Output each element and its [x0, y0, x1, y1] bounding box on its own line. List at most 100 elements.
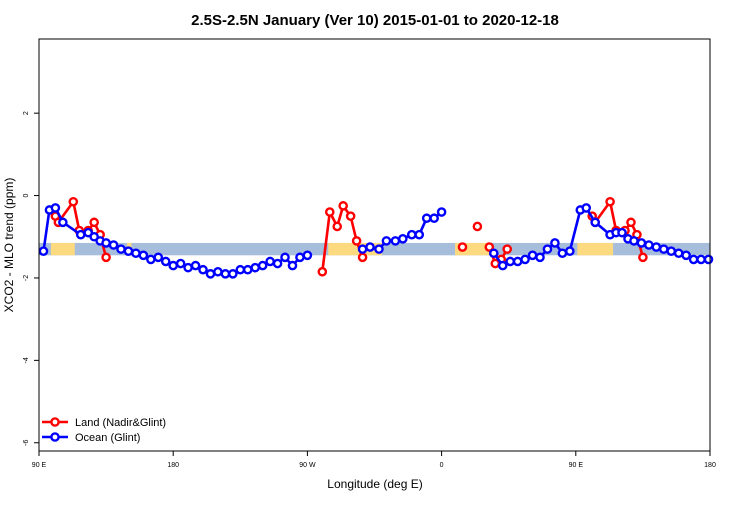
series-0-point-10 — [324, 207, 335, 217]
series-1-point-42 — [398, 234, 408, 244]
x-tick-label-1: 180 — [167, 462, 179, 469]
series-0-point-17 — [457, 242, 468, 252]
series-0 — [50, 196, 648, 277]
series-1-point-52 — [512, 256, 523, 267]
series-1-point-55 — [535, 252, 545, 263]
series-1-point-20 — [190, 260, 201, 271]
series-0-point-2 — [68, 196, 79, 207]
series-1-point-39 — [374, 244, 384, 254]
series-1-point-56 — [542, 244, 553, 254]
series-1-point-68 — [636, 238, 647, 248]
series-1-point-49 — [488, 248, 499, 259]
series-1-point-21 — [198, 264, 208, 275]
series-0-point-5 — [89, 217, 99, 228]
y-tick-label-3: -4 — [23, 357, 30, 363]
series-1-point-74 — [681, 250, 691, 261]
series-0-point-24 — [502, 244, 513, 254]
plot-frame — [38, 38, 711, 452]
x-tick-label-2: 90 W — [299, 462, 316, 469]
series-0-point-19 — [472, 221, 483, 232]
series-0-point-28 — [605, 196, 615, 207]
series-1-point-3 — [58, 217, 68, 228]
x-axis: 90 E 180 90 W 0 90 E 180 — [32, 451, 716, 469]
y-axis: 2 0 -2 -4 -6 — [23, 111, 39, 446]
series-1-point-67 — [629, 236, 639, 246]
series-1-point-43 — [406, 229, 417, 240]
series-1-point-12 — [131, 248, 141, 259]
series-1-point-50 — [497, 260, 508, 271]
series-1-point-70 — [651, 242, 662, 252]
series-0-point-13 — [345, 211, 356, 221]
series-1-point-75 — [688, 254, 699, 265]
series-1-point-9 — [108, 240, 119, 250]
series-1-point-16 — [160, 256, 171, 267]
series-1-point-23 — [213, 266, 223, 277]
series-1-point-26 — [235, 264, 246, 275]
series-0-point-14 — [351, 236, 362, 246]
series-1-point-40 — [381, 236, 392, 246]
series-1-point-29 — [257, 260, 268, 271]
series-1-point-8 — [101, 238, 111, 248]
legend-label-1: Ocean (Glint) — [75, 432, 140, 444]
legend-marker-0 — [50, 417, 60, 427]
series-0-point-7 — [101, 252, 111, 263]
series-1-point-22 — [205, 269, 216, 279]
series-1-point-41 — [390, 236, 401, 246]
series-0-point-21 — [484, 242, 495, 252]
x-axis-label: Longitude (deg E) — [327, 477, 422, 491]
series-layer — [38, 196, 714, 279]
legend: Land (Nadir&Glint) Ocean (Glint) — [42, 417, 166, 444]
series-1-point-61 — [581, 203, 592, 213]
series-1-point-51 — [505, 256, 515, 267]
series-0-point-31 — [626, 217, 636, 228]
band-land-0 — [50, 242, 75, 256]
band-land-4 — [577, 242, 614, 256]
series-1-point-30 — [265, 256, 275, 267]
series-0-point-11 — [332, 221, 343, 232]
series-1-point-71 — [658, 244, 669, 254]
series-1-point-62 — [590, 217, 600, 228]
series-1-point-38 — [365, 242, 375, 252]
series-1-point-72 — [666, 246, 677, 256]
y-tick-label-1: 0 — [23, 194, 30, 198]
y-tick-label-4: -6 — [23, 440, 30, 446]
series-1-point-37 — [357, 244, 368, 254]
series-1 — [38, 203, 714, 279]
series-1-point-4 — [75, 229, 86, 240]
series-1-point-31 — [272, 258, 283, 269]
legend-marker-1 — [50, 432, 60, 442]
legend-label-0: Land (Nadir&Glint) — [75, 417, 166, 429]
series-1-point-19 — [183, 262, 193, 273]
series-0-point-15 — [357, 252, 368, 263]
series-0-point-12 — [338, 201, 348, 211]
series-1-point-58 — [557, 248, 568, 259]
series-1-point-44 — [414, 229, 425, 240]
y-tick-label-2: -2 — [23, 275, 30, 281]
series-1-point-69 — [644, 240, 654, 250]
series-1-point-77 — [703, 254, 714, 265]
series-1-point-28 — [250, 262, 261, 273]
series-1-point-65 — [617, 227, 627, 238]
series-1-point-54 — [527, 250, 538, 261]
series-1-point-0 — [38, 246, 49, 256]
series-1-point-73 — [673, 248, 684, 259]
series-1-point-2 — [50, 203, 61, 213]
x-tick-label-3: 0 — [440, 462, 444, 469]
series-1-point-13 — [138, 250, 149, 261]
series-0-point-33 — [638, 252, 648, 263]
x-tick-label-4: 90 E — [569, 462, 584, 469]
series-1-point-59 — [565, 246, 575, 256]
series-1-point-25 — [228, 269, 238, 279]
series-1-point-35 — [302, 250, 313, 261]
series-0-point-9 — [317, 266, 328, 277]
series-1-point-34 — [295, 252, 305, 263]
series-1-point-45 — [421, 213, 432, 224]
x-tick-label-5: 180 — [704, 462, 716, 469]
series-1-point-76 — [696, 254, 706, 265]
chart-title: 2.5S-2.5N January (Ver 10) 2015-01-01 to… — [191, 12, 559, 29]
series-1-point-46 — [429, 213, 439, 224]
series-1-point-47 — [436, 207, 447, 217]
series-1-point-53 — [520, 254, 530, 265]
